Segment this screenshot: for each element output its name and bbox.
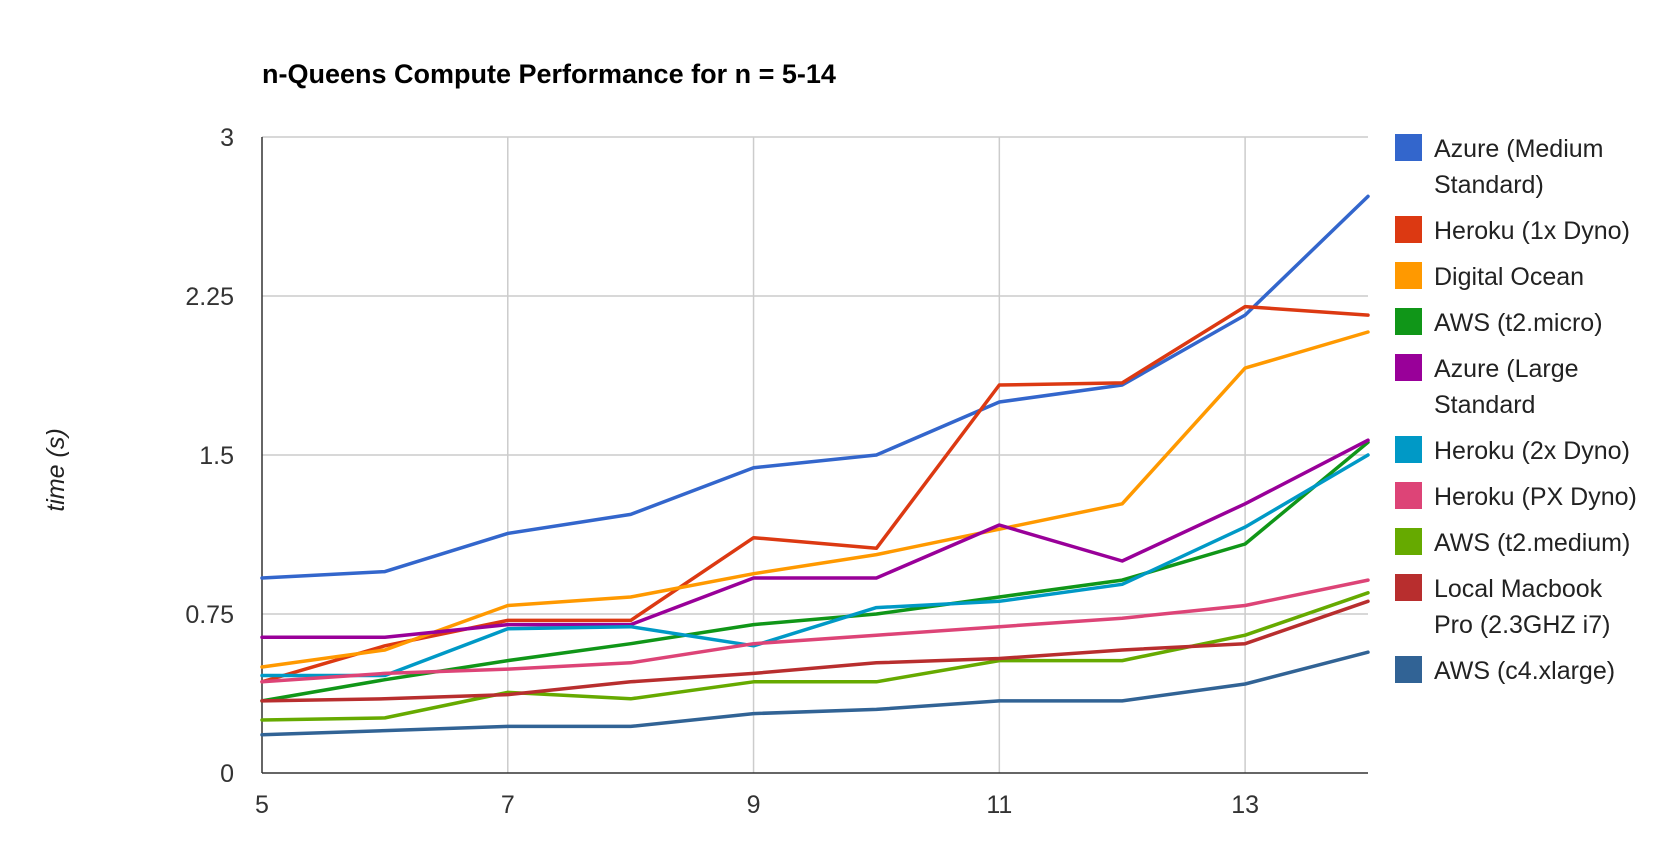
legend-label-3: AWS (t2.micro) bbox=[1434, 309, 1603, 337]
legend-swatch-2 bbox=[1395, 262, 1422, 289]
legend-label-9: AWS (c4.xlarge) bbox=[1434, 657, 1615, 685]
legend-label-2: Digital Ocean bbox=[1434, 263, 1584, 291]
legend-label-8: Local Macbook bbox=[1434, 575, 1603, 603]
legend-swatch-9 bbox=[1395, 656, 1422, 683]
legend-swatch-7 bbox=[1395, 528, 1422, 555]
legend: Azure (Medium Standard) Heroku (1x Dyno) Di… bbox=[1395, 134, 1637, 685]
y-tick-label: 0.75 bbox=[185, 601, 234, 629]
y-tick-label: 2.25 bbox=[185, 283, 234, 311]
legend-label-1: Heroku (1x Dyno) bbox=[1434, 217, 1630, 245]
series-line-5 bbox=[260, 453, 1370, 678]
series-line-3 bbox=[260, 440, 1370, 703]
y-tick-label: 1.5 bbox=[199, 442, 234, 470]
series-line-2 bbox=[260, 330, 1370, 669]
x-tick-label: 7 bbox=[501, 791, 515, 819]
legend-swatch-0 bbox=[1395, 134, 1422, 161]
x-tick-label: 9 bbox=[747, 791, 761, 819]
x-tick-label: 13 bbox=[1231, 791, 1259, 819]
legend-label-7: AWS (t2.medium) bbox=[1434, 529, 1630, 557]
x-axis-ticks: 5 7 9 11 13 bbox=[255, 791, 1259, 819]
chart-title: n-Queens Compute Performance for n = 5-1… bbox=[262, 59, 836, 89]
legend-label-4: Azure (Large bbox=[1434, 355, 1579, 383]
legend-label-5: Heroku (2x Dyno) bbox=[1434, 437, 1630, 465]
series-line-1 bbox=[260, 304, 1370, 684]
legend-swatch-1 bbox=[1395, 216, 1422, 243]
legend-label-4: Standard bbox=[1434, 391, 1535, 419]
legend-swatch-8 bbox=[1395, 574, 1422, 601]
legend-swatch-6 bbox=[1395, 482, 1422, 509]
series-line-0 bbox=[260, 194, 1370, 580]
series-line-4 bbox=[260, 438, 1370, 640]
y-tick-label: 0 bbox=[220, 760, 234, 788]
series-lines bbox=[260, 194, 1370, 737]
y-axis-ticks: 0 0.75 1.5 2.25 3 bbox=[185, 124, 234, 788]
series-line-7 bbox=[260, 591, 1370, 722]
x-tick-label: 5 bbox=[255, 791, 269, 819]
grid-lines bbox=[262, 136, 1368, 773]
series-line-8 bbox=[260, 599, 1370, 703]
y-tick-label: 3 bbox=[220, 124, 234, 152]
legend-label-0: Azure (Medium bbox=[1434, 135, 1604, 163]
x-tick-label: 11 bbox=[986, 791, 1012, 819]
legend-swatch-5 bbox=[1395, 436, 1422, 463]
legend-swatch-4 bbox=[1395, 354, 1422, 381]
y-axis-label: time (s) bbox=[42, 428, 70, 511]
legend-label-0: Standard) bbox=[1434, 171, 1544, 199]
legend-label-6: Heroku (PX Dyno) bbox=[1434, 483, 1637, 511]
series-line-9 bbox=[260, 650, 1370, 737]
series-line-6 bbox=[260, 578, 1370, 684]
legend-swatch-3 bbox=[1395, 308, 1422, 335]
legend-label-8: Pro (2.3GHZ i7) bbox=[1434, 611, 1610, 639]
